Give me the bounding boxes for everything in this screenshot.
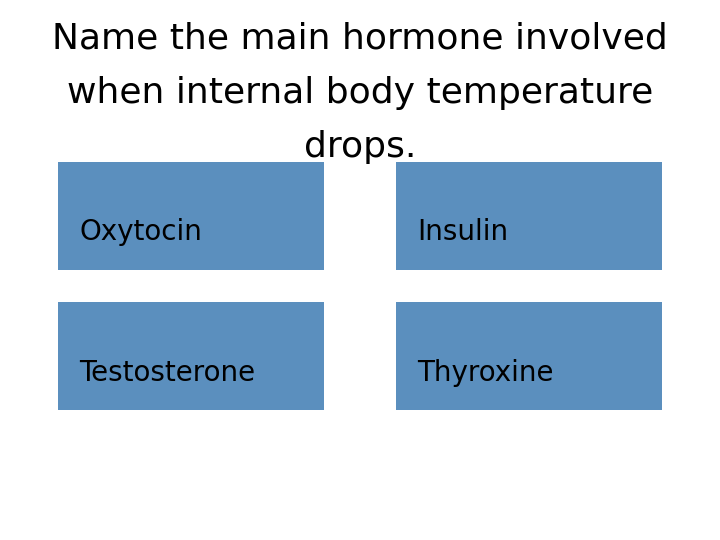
Text: Insulin: Insulin <box>418 218 509 246</box>
FancyBboxPatch shape <box>58 302 324 410</box>
Text: Thyroxine: Thyroxine <box>418 359 554 387</box>
Text: Oxytocin: Oxytocin <box>79 218 202 246</box>
Text: when internal body temperature: when internal body temperature <box>67 76 653 110</box>
Text: Testosterone: Testosterone <box>79 359 256 387</box>
Text: drops.: drops. <box>304 130 416 164</box>
FancyBboxPatch shape <box>396 162 662 270</box>
FancyBboxPatch shape <box>396 302 662 410</box>
FancyBboxPatch shape <box>58 162 324 270</box>
Text: Name the main hormone involved: Name the main hormone involved <box>52 22 668 56</box>
